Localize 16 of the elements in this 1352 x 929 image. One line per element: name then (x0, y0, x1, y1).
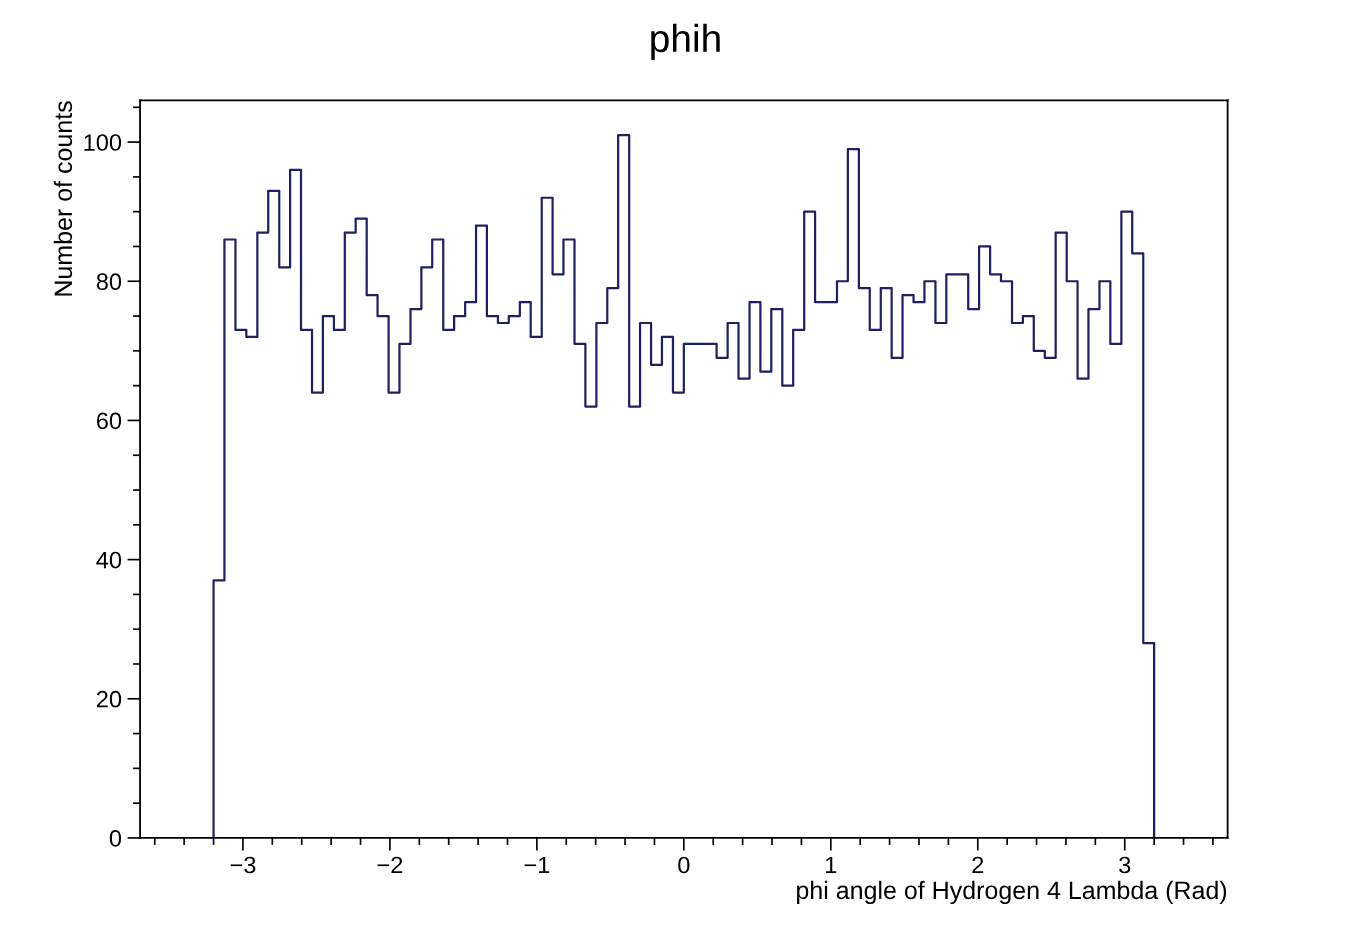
y-tick-label: 80 (96, 273, 122, 291)
y-tick-label: 0 (109, 830, 122, 847)
x-tick-label: 0 (678, 856, 690, 874)
x-tick-label: 1 (826, 856, 837, 874)
y-tick-label: 100 (84, 134, 122, 151)
chart-title: phih (651, 23, 720, 60)
x-axis-title: phi angle of Hydrogen 4 Lambda (Rad) (797, 880, 1227, 905)
y-axis-title: Number of counts (53, 101, 73, 296)
y-tick-label: 60 (96, 412, 122, 430)
x-tick-label: −3 (230, 856, 256, 874)
y-tick-label: 40 (96, 551, 122, 569)
x-tick-label: 3 (1119, 856, 1131, 874)
x-tick-label: 2 (972, 856, 984, 874)
x-tick-label: −2 (377, 856, 403, 874)
x-tick-label: −1 (524, 856, 550, 874)
y-tick-label: 20 (96, 690, 122, 708)
